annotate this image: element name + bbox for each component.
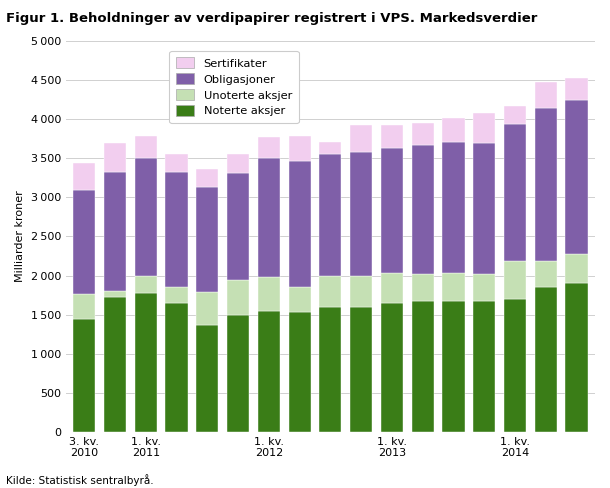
Bar (196, 325, 218, 432)
Bar (319, 154, 342, 276)
Bar (565, 101, 587, 254)
Bar (135, 293, 157, 432)
Bar (412, 123, 434, 145)
Bar (442, 301, 465, 432)
Bar (135, 136, 157, 158)
Bar (350, 307, 372, 432)
Legend: Sertifikater, Obligasjoner, Unoterte aksjer, Noterte aksjer: Sertifikater, Obligasjoner, Unoterte aks… (170, 51, 299, 123)
Bar (350, 125, 372, 152)
Bar (535, 82, 557, 108)
Bar (135, 276, 157, 293)
Bar (504, 262, 526, 299)
Bar (227, 280, 249, 315)
Bar (565, 79, 587, 101)
Bar (381, 303, 403, 432)
Y-axis label: Milliarder kroner: Milliarder kroner (15, 190, 25, 282)
Bar (104, 143, 126, 172)
Bar (473, 142, 495, 274)
Bar (565, 284, 587, 432)
Bar (473, 113, 495, 142)
Bar (319, 307, 342, 432)
Bar (442, 142, 465, 273)
Bar (350, 276, 372, 307)
Bar (535, 262, 557, 287)
Bar (319, 142, 342, 154)
Bar (227, 173, 249, 280)
Bar (350, 152, 372, 276)
Bar (104, 291, 126, 297)
Bar (165, 154, 188, 172)
Bar (319, 276, 342, 307)
Bar (504, 124, 526, 262)
Bar (196, 187, 218, 292)
Bar (289, 136, 310, 162)
Bar (535, 108, 557, 262)
Bar (227, 315, 249, 432)
Bar (73, 293, 95, 319)
Bar (258, 158, 280, 277)
Text: Kilde: Statistisk sentralbyrå.: Kilde: Statistisk sentralbyrå. (6, 474, 154, 486)
Bar (442, 273, 465, 301)
Bar (73, 189, 95, 293)
Bar (73, 319, 95, 432)
Bar (381, 148, 403, 273)
Bar (165, 172, 188, 287)
Bar (135, 158, 157, 276)
Bar (381, 124, 403, 148)
Bar (504, 299, 526, 432)
Bar (442, 119, 465, 142)
Bar (165, 303, 188, 432)
Bar (412, 301, 434, 432)
Bar (412, 274, 434, 301)
Bar (104, 297, 126, 432)
Bar (473, 274, 495, 301)
Bar (535, 287, 557, 432)
Bar (258, 311, 280, 432)
Bar (289, 162, 310, 287)
Bar (504, 106, 526, 124)
Bar (104, 172, 126, 291)
Bar (289, 287, 310, 312)
Bar (73, 163, 95, 189)
Bar (565, 254, 587, 284)
Bar (196, 169, 218, 187)
Bar (412, 145, 434, 274)
Bar (196, 292, 218, 325)
Bar (165, 287, 188, 303)
Bar (289, 312, 310, 432)
Bar (473, 301, 495, 432)
Bar (227, 154, 249, 173)
Bar (381, 273, 403, 303)
Bar (258, 277, 280, 311)
Text: Figur 1. Beholdninger av verdipapirer registrert i VPS. Markedsverdier: Figur 1. Beholdninger av verdipapirer re… (6, 12, 537, 25)
Bar (258, 137, 280, 158)
